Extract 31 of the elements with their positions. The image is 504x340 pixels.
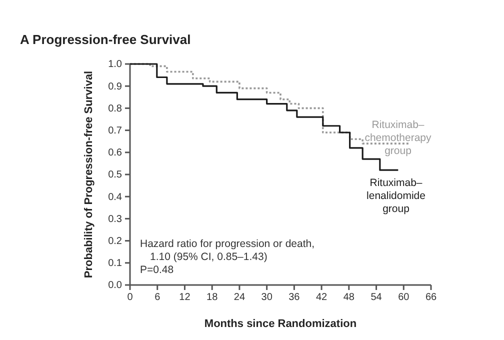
y-tick-label: 0.1 xyxy=(108,258,122,270)
y-tick-label: 0.7 xyxy=(108,126,122,136)
y-tick-label: 0.5 xyxy=(108,170,122,181)
x-axis-title: Months since Randomization xyxy=(204,318,357,330)
x-tick-label: 60 xyxy=(398,292,410,304)
y-tick-label: 0.2 xyxy=(108,236,122,247)
series-label: Rituximab–chemotherapy group xyxy=(364,119,432,157)
y-axis-title: Probability of Progression-free Survival xyxy=(83,70,95,278)
annotation: Hazard ratio for progression or death, xyxy=(140,238,315,250)
x-tick-label: 66 xyxy=(425,292,437,304)
y-tick-label: 0.8 xyxy=(108,103,122,114)
x-tick-label: 48 xyxy=(343,292,355,304)
x-tick-label: 42 xyxy=(316,292,328,304)
x-tick-label: 36 xyxy=(288,292,300,304)
y-tick-label: 1.0 xyxy=(108,59,122,70)
y-tick-label: 0.4 xyxy=(108,192,122,203)
x-tick-label: 12 xyxy=(179,292,191,304)
chart-title: A Progression-free Survival xyxy=(20,32,191,47)
x-tick-label: 30 xyxy=(261,292,273,304)
annotation: P=0.48 xyxy=(140,264,174,276)
annotation: 1.10 (95% CI, 0.85–1.43) xyxy=(150,251,268,263)
x-tick-label: 0 xyxy=(127,292,134,304)
x-tick-label: 24 xyxy=(234,292,246,304)
x-tick-label: 18 xyxy=(206,292,218,304)
x-tick-label: 6 xyxy=(154,292,161,304)
y-tick-label: 0.3 xyxy=(108,214,122,225)
series-label: Rituximab–lenalidomide group xyxy=(366,177,426,215)
y-tick-label: 0.6 xyxy=(108,148,122,159)
x-tick-label: 54 xyxy=(370,292,382,304)
y-tick-label: 0.0 xyxy=(108,280,122,292)
y-tick-label: 0.9 xyxy=(108,81,122,92)
